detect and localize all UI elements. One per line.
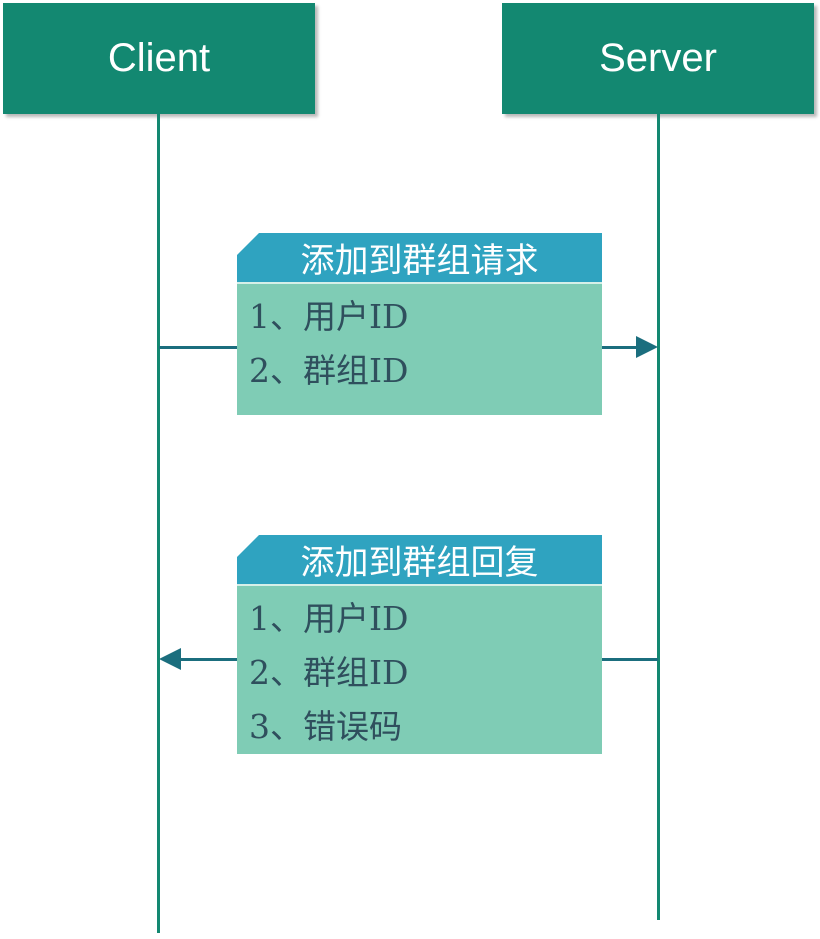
response-field-group-id: 2、群组ID bbox=[249, 653, 409, 692]
request-arrow-line bbox=[602, 346, 638, 349]
client-lifeline bbox=[157, 114, 160, 933]
client-actor-label: Client bbox=[107, 36, 211, 80]
response-arrow-line bbox=[602, 658, 658, 661]
response-field-error-code: 3、错误码 bbox=[249, 707, 402, 746]
response-message-body: 1、用户ID 2、群组ID 3、错误码 bbox=[237, 584, 602, 754]
request-arrow-line bbox=[159, 346, 237, 349]
client-actor-box: Client bbox=[3, 3, 315, 114]
request-message-card: 添加到群组请求 1、用户ID 2、群组ID bbox=[237, 233, 602, 415]
arrow-right-icon bbox=[636, 336, 658, 358]
response-message-title: 添加到群组回复 bbox=[237, 535, 602, 584]
server-lifeline bbox=[657, 114, 660, 920]
request-field-user-id: 1、用户ID bbox=[249, 297, 409, 336]
response-arrow-line bbox=[180, 658, 237, 661]
request-message-title: 添加到群组请求 bbox=[237, 233, 602, 282]
arrow-left-icon bbox=[159, 648, 181, 670]
response-message-card: 添加到群组回复 1、用户ID 2、群组ID 3、错误码 bbox=[237, 535, 602, 754]
request-field-group-id: 2、群组ID bbox=[249, 351, 409, 390]
response-field-user-id: 1、用户ID bbox=[249, 599, 409, 638]
server-actor-label: Server bbox=[599, 36, 717, 80]
server-actor-box: Server bbox=[502, 3, 814, 114]
request-message-body: 1、用户ID 2、群组ID bbox=[237, 282, 602, 415]
